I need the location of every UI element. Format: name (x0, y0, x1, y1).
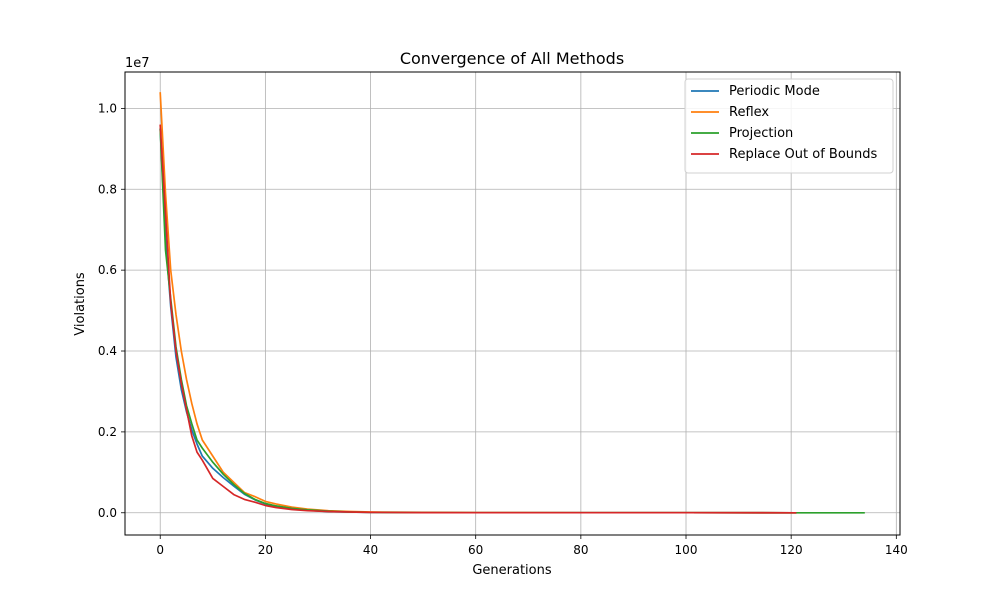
grid (125, 72, 900, 535)
x-tick-label: 140 (885, 543, 908, 557)
y-tick-label: 1.0 (98, 101, 117, 115)
x-tick-label: 40 (363, 543, 378, 557)
y-axis-ticks: 0.0 0.2 0.4 0.6 0.8 1.0 (98, 101, 125, 520)
axes-frame (124, 71, 901, 536)
legend: Periodic Mode Reflex Projection Replace Out… (684, 78, 894, 174)
x-tick-label: 0 (156, 543, 164, 557)
x-tick-label: 20 (258, 543, 273, 557)
x-tick-label: 120 (780, 543, 803, 557)
x-tick-label: 100 (675, 543, 698, 557)
y-axis-offset-label: 1e7 (125, 56, 150, 71)
x-tick-label: 80 (573, 543, 588, 557)
legend-label: Projection (729, 126, 793, 141)
y-tick-label: 0.0 (98, 506, 117, 520)
y-tick-label: 0.2 (98, 425, 117, 439)
y-tick-label: 0.8 (98, 182, 117, 196)
x-tick-label: 60 (468, 543, 483, 557)
y-tick-label: 0.4 (98, 344, 117, 358)
y-tick-label: 0.6 (98, 263, 117, 277)
y-axis-label: Violations (73, 272, 88, 336)
legend-label: Reflex (729, 105, 769, 120)
x-axis-ticks: 0 20 40 60 80 100 120 140 (156, 535, 908, 557)
legend-box (684, 78, 894, 174)
series-lines (159, 92, 865, 514)
legend-label: Replace Out of Bounds (729, 147, 878, 162)
legend-label: Periodic Mode (729, 84, 820, 99)
chart-title: Convergence of All Methods (400, 49, 624, 68)
x-axis-label: Generations (472, 563, 552, 578)
series-line-4 (159, 124, 797, 514)
